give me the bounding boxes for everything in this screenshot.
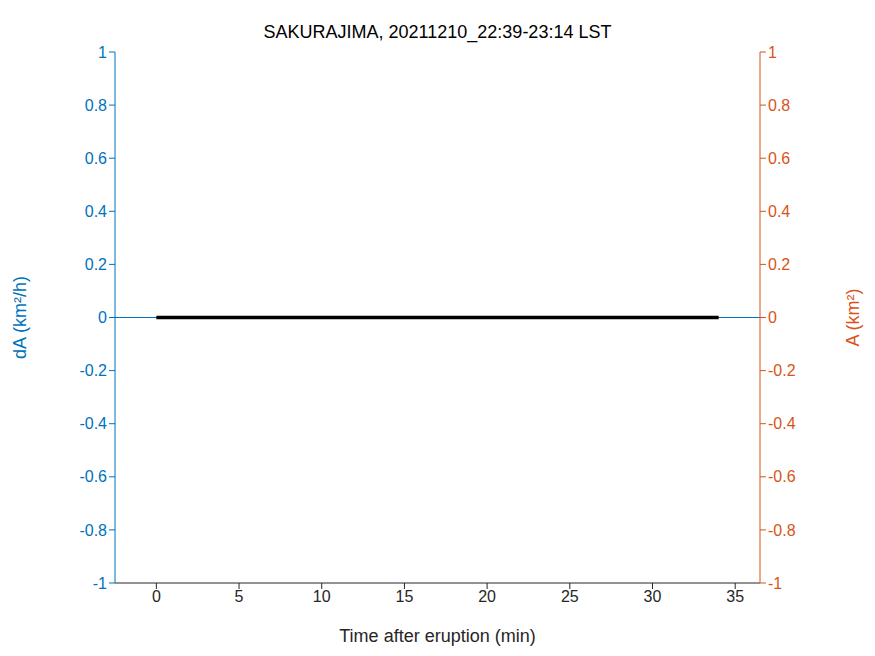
- svg-text:1: 1: [98, 44, 107, 61]
- svg-text:0.6: 0.6: [85, 150, 107, 167]
- svg-text:5: 5: [235, 588, 244, 605]
- svg-text:-0.8: -0.8: [79, 522, 107, 539]
- svg-text:A (km²): A (km²): [843, 289, 863, 347]
- svg-text:-0.2: -0.2: [768, 362, 796, 379]
- svg-text:0.4: 0.4: [768, 203, 790, 220]
- svg-text:0.2: 0.2: [768, 256, 790, 273]
- svg-text:30: 30: [644, 588, 662, 605]
- svg-text:0: 0: [152, 588, 161, 605]
- html-text:SAKURAJIMA, 20211210_22:39-23:: SAKURAJIMA, 20211210_22:39-23:14 LST: [263, 22, 612, 42]
- svg-text:0.2: 0.2: [85, 256, 107, 273]
- svg-text:0.6: 0.6: [768, 150, 790, 167]
- svg-text:dA (km²/h): dA (km²/h): [10, 276, 30, 359]
- svg-text:10: 10: [313, 588, 331, 605]
- svg-text:-0.4: -0.4: [768, 415, 796, 432]
- svg-text:-0.4: -0.4: [79, 415, 107, 432]
- svg-text:-1: -1: [93, 575, 107, 592]
- svg-text:-0.8: -0.8: [768, 522, 796, 539]
- svg-text:0.4: 0.4: [85, 203, 107, 220]
- svg-text:20: 20: [478, 588, 496, 605]
- svg-text:25: 25: [561, 588, 579, 605]
- svg-text:0.8: 0.8: [85, 97, 107, 114]
- svg-text:15: 15: [396, 588, 414, 605]
- svg-text:-1: -1: [768, 575, 782, 592]
- svg-text:-0.6: -0.6: [79, 468, 107, 485]
- svg-text:35: 35: [726, 588, 744, 605]
- svg-text:1: 1: [768, 44, 777, 61]
- svg-text:Time after eruption (min): Time after eruption (min): [339, 626, 535, 646]
- svg-text:0.8: 0.8: [768, 97, 790, 114]
- svg-text:-0.6: -0.6: [768, 468, 796, 485]
- svg-text:0: 0: [98, 309, 107, 326]
- svg-text:0: 0: [768, 309, 777, 326]
- svg-text:-0.2: -0.2: [79, 362, 107, 379]
